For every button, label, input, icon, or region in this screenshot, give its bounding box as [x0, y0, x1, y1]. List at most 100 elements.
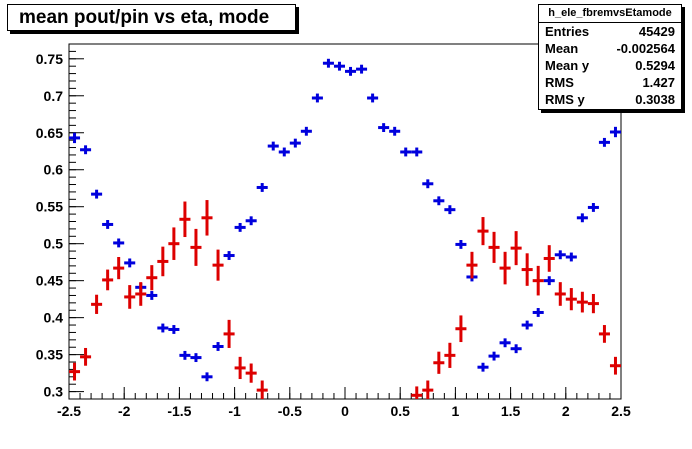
data-point-series-2: [80, 347, 92, 366]
x-tick-label: 1: [452, 403, 460, 419]
stats-histogram-name: h_ele_fbremvsEtamode: [539, 5, 681, 23]
data-point-series-2: [157, 246, 169, 277]
x-tick-label: 2: [562, 403, 570, 419]
stats-value: -0.002564: [616, 41, 675, 56]
data-point-series-1: [322, 58, 334, 68]
data-point-series-2: [190, 228, 202, 266]
data-point-series-1: [212, 342, 224, 351]
data-point-series-1: [554, 250, 566, 260]
y-tick-label: 0.7: [44, 88, 64, 104]
stats-row-mean-y: Mean y 0.5294: [539, 57, 681, 74]
data-point-series-1: [444, 205, 456, 215]
data-point-series-2: [543, 245, 555, 272]
data-point-series-2: [477, 217, 489, 246]
data-point-series-1: [378, 123, 390, 133]
y-tick-label: 0.5: [44, 236, 64, 252]
data-point-series-2: [488, 231, 500, 263]
data-point-series-2: [168, 227, 180, 260]
data-points: [69, 58, 621, 399]
data-point-series-1: [488, 351, 500, 361]
data-point-series-2: [499, 251, 511, 285]
data-point-series-1: [565, 252, 577, 262]
data-point-series-1: [400, 147, 412, 157]
data-point-series-1: [157, 323, 169, 333]
data-point-series-1: [587, 203, 599, 212]
x-tick-label: -0.5: [278, 403, 302, 419]
y-tick-label: 0.65: [36, 125, 63, 141]
stats-label: Mean y: [545, 58, 590, 73]
data-point-series-1: [609, 126, 621, 138]
chart-title: mean pout/pin vs eta, mode: [7, 4, 296, 31]
data-point-series-1: [234, 222, 246, 232]
stats-value: 0.5294: [635, 58, 675, 73]
data-point-series-1: [521, 320, 533, 330]
data-point-series-1: [201, 372, 213, 382]
data-point-series-2: [113, 257, 125, 280]
stats-row-rms-y: RMS y 0.3038: [539, 91, 681, 108]
y-tick-label: 0.45: [36, 273, 63, 289]
data-point-series-1: [367, 93, 379, 103]
data-point-series-1: [333, 61, 345, 71]
stats-box: h_ele_fbremvsEtamode Entries 45429 Mean …: [538, 4, 682, 110]
data-point-series-1: [345, 66, 357, 76]
data-point-series-1: [190, 353, 202, 363]
data-point-series-1: [455, 239, 467, 249]
stats-value: 45429: [638, 24, 675, 39]
data-point-series-1: [267, 141, 279, 151]
data-point-series-1: [256, 183, 268, 192]
data-point-series-2: [433, 351, 445, 374]
x-tick-label: -2.5: [57, 403, 81, 419]
data-point-series-1: [102, 220, 114, 229]
data-point-series-2: [510, 231, 522, 266]
data-point-series-1: [278, 147, 290, 157]
data-point-series-1: [179, 350, 191, 360]
data-point-series-2: [146, 265, 158, 291]
data-point-series-1: [223, 251, 235, 260]
data-point-series-2: [411, 386, 423, 399]
data-point-series-2: [587, 293, 599, 314]
data-point-series-2: [532, 265, 544, 296]
data-point-series-1: [389, 126, 401, 136]
data-point-series-1: [411, 147, 423, 157]
data-point-series-1: [289, 138, 301, 148]
data-point-series-2: [91, 294, 103, 314]
data-point-series-1: [356, 64, 368, 74]
data-point-series-1: [300, 126, 312, 136]
data-point-series-1: [543, 276, 555, 286]
stats-label: Entries: [545, 24, 590, 39]
stats-label: RMS: [545, 75, 574, 90]
data-point-series-1: [124, 258, 136, 268]
y-tick-label: 0.4: [44, 310, 64, 326]
data-point-series-2: [124, 285, 136, 309]
data-point-series-2: [521, 253, 533, 286]
data-point-series-2: [466, 251, 478, 279]
x-tick-label: 0: [341, 403, 349, 419]
stats-value: 0.3038: [635, 92, 675, 107]
data-point-series-2: [598, 325, 610, 343]
data-point-series-2: [576, 291, 588, 313]
data-point-series-1: [80, 145, 92, 155]
data-point-series-2: [565, 288, 577, 311]
data-point-series-1: [311, 93, 323, 103]
data-point-series-2: [455, 315, 467, 343]
data-point-series-2: [609, 356, 621, 375]
data-point-series-1: [532, 308, 544, 317]
data-point-series-1: [113, 238, 125, 248]
data-point-series-2: [212, 249, 224, 281]
data-point-series-1: [245, 216, 257, 226]
data-point-series-2: [223, 319, 235, 348]
x-tick-label: 0.5: [390, 403, 410, 419]
data-point-series-1: [146, 291, 158, 300]
x-tick-label: -2: [118, 403, 131, 419]
data-point-series-1: [598, 137, 610, 147]
y-tick-label: 0.3: [44, 384, 64, 400]
data-point-series-1: [91, 189, 103, 199]
data-point-series-1: [422, 179, 434, 189]
stats-row-entries: Entries 45429: [539, 23, 681, 40]
y-tick-label: 0.35: [36, 347, 63, 363]
data-point-series-2: [69, 362, 81, 381]
data-point-series-2: [179, 201, 191, 238]
data-point-series-2: [554, 282, 566, 306]
y-tick-label: 0.75: [36, 51, 63, 67]
data-point-series-1: [69, 132, 81, 144]
